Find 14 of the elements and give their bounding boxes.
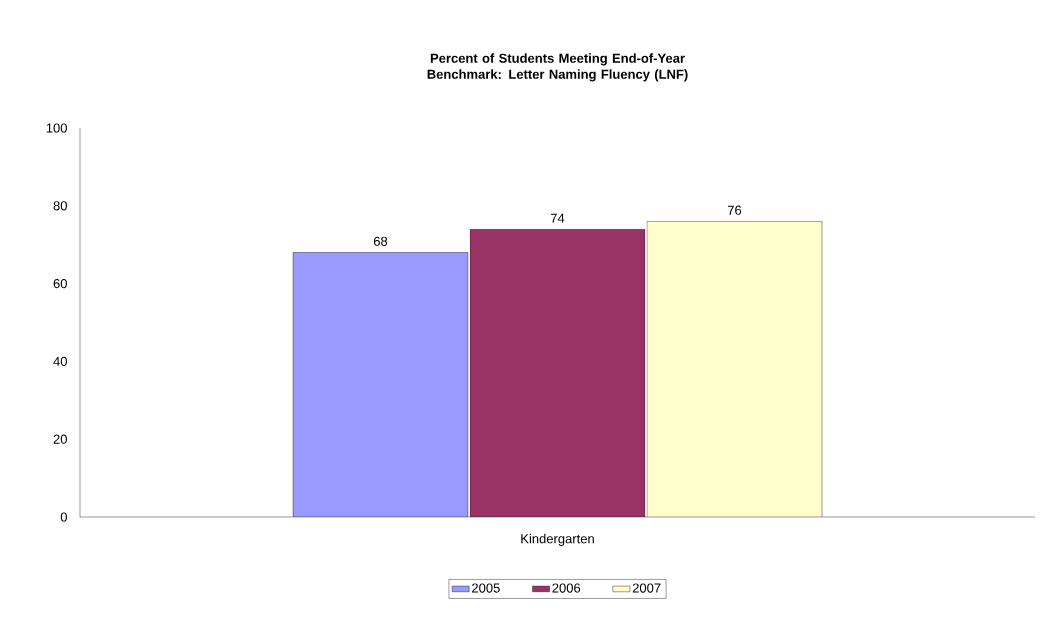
y-tick-label: 40 [53, 356, 67, 366]
data-label: 76 [727, 205, 742, 215]
x-tick-label: Kindergarten [521, 533, 594, 546]
y-tick-label: 0 [60, 512, 67, 522]
y-tick-label: 100 [46, 123, 67, 133]
y-tick-label: 60 [53, 278, 67, 289]
chart-title: Percent of Students Meeting End-of-Year Benchmark: Letter Naming Fluency (LNF) [427, 53, 688, 82]
data-label: 68 [373, 236, 388, 246]
y-tick-label: 20 [53, 434, 67, 444]
y-tick-label: 80 [53, 201, 67, 211]
data-label: 74 [550, 213, 565, 223]
legend-label: 2005 [472, 583, 500, 593]
legend-label: 2007 [632, 583, 661, 593]
legend-label: 2006 [552, 583, 581, 593]
